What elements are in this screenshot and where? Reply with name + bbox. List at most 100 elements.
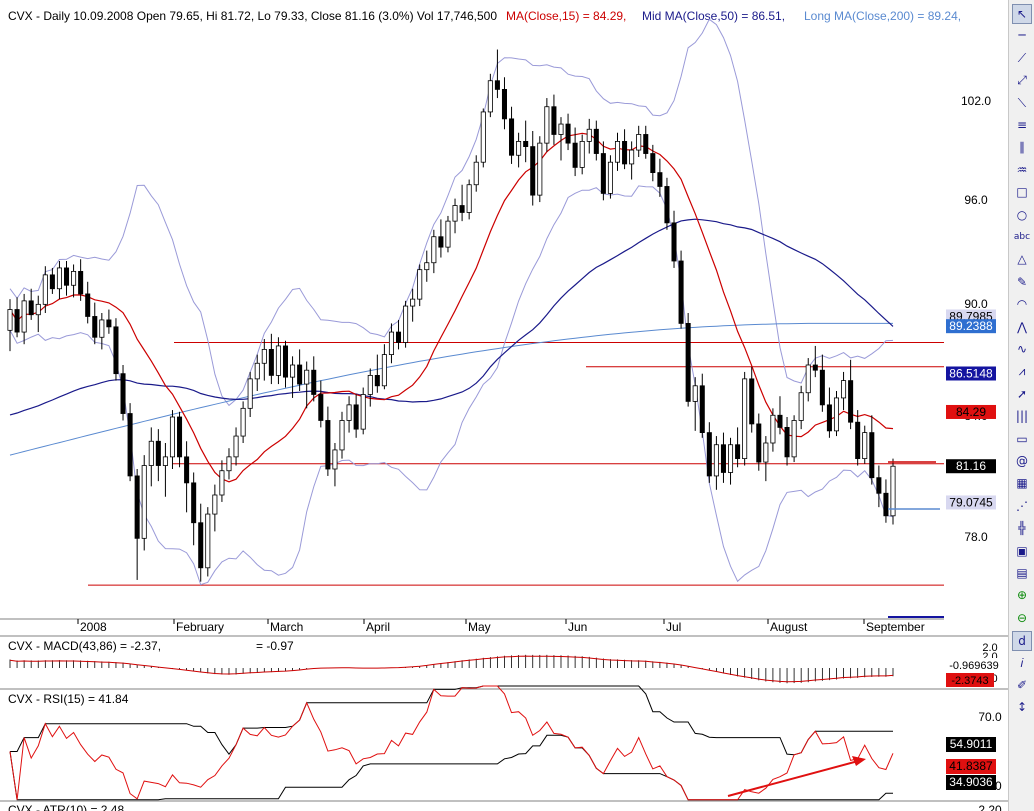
price-tick: 102.0 xyxy=(961,94,991,108)
candle-body xyxy=(756,423,762,463)
cursor-icon[interactable]: ↖ xyxy=(1012,4,1032,24)
header-ma15: MA(Close,15) = 84.29, xyxy=(506,9,626,23)
candle-body xyxy=(169,416,175,458)
rsi-trend-arrow[interactable] xyxy=(727,759,863,797)
month-label: March xyxy=(270,620,303,634)
candle-body xyxy=(360,394,366,430)
ray-icon[interactable]: ⟋ xyxy=(1017,50,1027,65)
candle-body xyxy=(728,444,734,473)
zoom-in-icon[interactable]: ⊕ xyxy=(1016,588,1028,603)
candle-body xyxy=(49,274,55,290)
rsi-line xyxy=(9,685,894,801)
rsi-lines xyxy=(9,685,894,801)
candle-body xyxy=(742,378,748,459)
arc-icon[interactable]: ◠ xyxy=(1016,297,1028,312)
extend-icon[interactable]: ⤢ xyxy=(1017,73,1027,88)
wave-icon[interactable]: ∿ xyxy=(1016,342,1028,356)
box-icon[interactable]: ▭ xyxy=(1016,431,1028,446)
zigzag-icon[interactable]: ⩘ xyxy=(1018,364,1026,379)
candle-body xyxy=(883,492,889,517)
candle-body xyxy=(71,270,77,286)
month-label: February xyxy=(176,620,224,634)
candle-body xyxy=(664,186,670,224)
ma200-line xyxy=(9,322,893,456)
month-label: 2008 xyxy=(80,620,107,634)
triangle-icon[interactable]: △ xyxy=(1017,252,1027,267)
rsi-value-box xyxy=(946,759,996,774)
rsi-value-box-text: 41.8387 xyxy=(949,759,993,773)
month-label: May xyxy=(468,620,491,634)
candle-body xyxy=(92,316,98,338)
candle-body xyxy=(749,378,755,425)
candle-body xyxy=(205,513,211,569)
macd-signal-line xyxy=(9,655,894,683)
zoom-out-icon[interactable]: ⊖ xyxy=(1016,610,1028,625)
text-icon[interactable]: abc xyxy=(1013,232,1031,242)
fan-icon[interactable]: ⋰ xyxy=(1016,498,1028,513)
candle-body xyxy=(388,331,394,356)
pencil-icon[interactable]: ✎ xyxy=(1016,274,1028,289)
rect-icon[interactable]: □ xyxy=(1016,185,1028,200)
candle-body xyxy=(523,140,529,147)
candle-body xyxy=(636,134,642,151)
candle-body xyxy=(35,303,41,316)
month-label: Jul xyxy=(666,620,681,634)
trend-icon[interactable]: ⟍ xyxy=(1017,95,1027,110)
candle-body xyxy=(565,123,571,144)
candle-body xyxy=(671,222,677,262)
parallel-icon[interactable]: ∥ xyxy=(1019,140,1025,155)
grid-icon[interactable]: ▦ xyxy=(1016,476,1028,491)
polyline-icon[interactable]: ⋀ xyxy=(1017,319,1027,334)
candle-body xyxy=(650,153,656,174)
candle-body xyxy=(509,118,515,156)
ma50-line xyxy=(9,218,894,416)
line-icon[interactable]: ─ xyxy=(1018,28,1026,43)
macd-tick: 2.0 xyxy=(982,642,997,654)
italic-icon[interactable]: 𝑖 xyxy=(1020,655,1024,670)
candle-body xyxy=(226,456,232,472)
macd-signal-box-text: -0.969639 xyxy=(949,660,999,672)
pen-icon[interactable]: ✐ xyxy=(1016,678,1028,692)
candle-body xyxy=(678,260,684,324)
table-icon[interactable]: ▤ xyxy=(1016,566,1028,580)
candle-body xyxy=(607,161,613,194)
candle-body xyxy=(240,407,246,437)
fib-icon[interactable]: ♒ xyxy=(1016,162,1028,177)
candle-body xyxy=(261,348,267,364)
candle-body xyxy=(537,142,543,196)
candle-body xyxy=(325,420,331,470)
support-resistance-lines[interactable] xyxy=(88,341,944,586)
candle-body xyxy=(403,305,409,343)
d-icon[interactable]: d xyxy=(1012,631,1032,652)
arrow-icon[interactable]: ➚ xyxy=(1016,386,1028,401)
scroll-icon[interactable]: ↕ xyxy=(1016,700,1028,715)
moving-averages xyxy=(9,132,894,483)
candle-body xyxy=(177,416,183,458)
drawing-toolbar: ↖ ─ ⟋ ⤢ ⟍ ≡ ∥ ♒ □ ○ abc △ ✎ ◠ ⋀ ∿ ⩘ ➚ ||| ▭ @ ▦ ⋰ ╬ ▣ ▤ ⊕ ⊖ d 𝑖 ✐ ↕ xyxy=(1008,0,1034,811)
candle-body xyxy=(826,404,832,432)
bars-icon[interactable]: ||| xyxy=(1015,409,1029,424)
candle-body xyxy=(720,444,726,473)
candle-body xyxy=(614,140,621,163)
macd-value-box xyxy=(946,673,994,687)
candle-body xyxy=(777,414,783,428)
sqr-icon[interactable]: ▣ xyxy=(1016,543,1028,558)
rsi-label: CVX - RSI(15) = 41.84 xyxy=(8,692,129,706)
gann-icon[interactable]: ╬ xyxy=(1018,521,1026,536)
candle-body xyxy=(558,123,564,135)
candle-body xyxy=(247,378,253,409)
macd-value-box-text: -2.3743 xyxy=(951,675,988,687)
ellipse-icon[interactable]: ○ xyxy=(1016,207,1028,222)
macd-signal-value: = -0.97 xyxy=(256,639,294,653)
channel-icon[interactable]: ≡ xyxy=(1016,118,1028,132)
candle-body xyxy=(862,432,868,460)
candle-body xyxy=(473,161,479,186)
candle-body xyxy=(198,522,204,569)
candle-body xyxy=(21,300,27,333)
rsi-lower-box-text: 34.9036 xyxy=(949,775,993,789)
bollinger-bands xyxy=(9,18,894,586)
candle-body xyxy=(56,267,62,290)
candle-body xyxy=(763,442,769,463)
candle-body xyxy=(784,426,790,458)
spiral-icon[interactable]: @ xyxy=(1016,454,1028,468)
